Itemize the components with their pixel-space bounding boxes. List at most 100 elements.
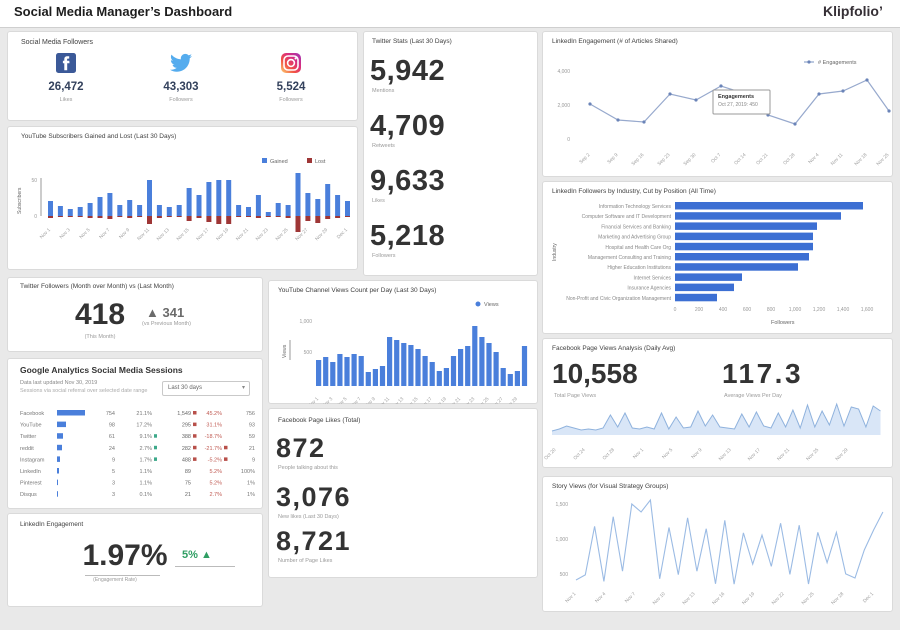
svg-text:Nov 10: Nov 10 (652, 591, 667, 606)
svg-text:Nov 4: Nov 4 (594, 591, 607, 604)
svg-text:Nov 21: Nov 21 (776, 447, 791, 462)
svg-text:Nov 3: Nov 3 (321, 396, 334, 404)
svg-text:Nov 11: Nov 11 (376, 396, 391, 404)
svg-text:Nov 17: Nov 17 (195, 227, 210, 242)
svg-text:reddit: reddit (20, 446, 34, 452)
svg-text:Oct 27, 2019: 450: Oct 27, 2019: 450 (718, 102, 758, 108)
svg-text:98: 98 (109, 423, 115, 429)
svg-text:24: 24 (109, 446, 115, 452)
svg-text:Nov 28: Nov 28 (830, 591, 845, 606)
svg-text:Nov 25: Nov 25 (875, 152, 890, 167)
svg-text:Nov 4: Nov 4 (807, 152, 820, 165)
svg-text:Nov 9: Nov 9 (364, 396, 377, 404)
svg-text:Nov 27: Nov 27 (490, 396, 505, 404)
svg-text:Nov 17: Nov 17 (747, 447, 762, 462)
svg-text:0: 0 (567, 137, 570, 143)
svg-text:31.1%: 31.1% (206, 423, 222, 429)
svg-text:Non-Profit and Civic Organizat: Non-Profit and Civic Organization Manage… (566, 296, 671, 302)
svg-text:LinkedIn: LinkedIn (20, 469, 41, 475)
svg-text:0: 0 (674, 307, 677, 313)
svg-text:Marketing and Advertising Grou: Marketing and Advertising Group (598, 235, 671, 241)
svg-text:0.1%: 0.1% (139, 492, 152, 498)
svg-text:200: 200 (695, 307, 704, 313)
svg-text:0: 0 (34, 214, 37, 220)
svg-text:9: 9 (112, 457, 115, 463)
svg-text:-5.2%: -5.2% (208, 457, 222, 463)
svg-text:Sep 30: Sep 30 (682, 152, 697, 167)
svg-text:2.7%: 2.7% (209, 492, 222, 498)
svg-text:Nov 29: Nov 29 (504, 396, 519, 404)
svg-text:Nov 5: Nov 5 (335, 396, 348, 404)
svg-text:Information Technology Service: Information Technology Services (599, 204, 672, 210)
svg-text:Engagements: Engagements (718, 94, 754, 100)
svg-text:Nov 25: Nov 25 (475, 396, 490, 404)
svg-text:93: 93 (249, 423, 255, 429)
svg-text:-21.7%: -21.7% (205, 446, 223, 452)
svg-text:YouTube: YouTube (20, 423, 42, 429)
svg-text:21.1%: 21.1% (136, 411, 152, 417)
svg-text:Disqus: Disqus (20, 492, 37, 498)
svg-text:1,600: 1,600 (861, 307, 874, 313)
svg-text:282: 282 (182, 446, 191, 452)
svg-text:Oct 28: Oct 28 (782, 152, 796, 166)
svg-text:Nov 5: Nov 5 (78, 227, 91, 240)
svg-text:Twitter: Twitter (20, 434, 36, 440)
svg-text:45.2%: 45.2% (206, 411, 222, 417)
svg-text:1.1%: 1.1% (139, 469, 152, 475)
svg-text:Subscribers: Subscribers (17, 187, 23, 214)
svg-text:17.2%: 17.2% (136, 423, 152, 429)
svg-text:Nov 13: Nov 13 (681, 591, 696, 606)
svg-text:3: 3 (112, 492, 115, 498)
svg-text:1,400: 1,400 (837, 307, 850, 313)
svg-text:Oct 7: Oct 7 (710, 152, 723, 165)
svg-text:Nov 21: Nov 21 (447, 396, 462, 404)
svg-text:Nov 1: Nov 1 (632, 447, 645, 460)
svg-text:Views: Views (484, 302, 499, 308)
svg-text:4,000: 4,000 (557, 69, 570, 75)
svg-text:756: 756 (246, 411, 255, 417)
svg-text:Nov 1: Nov 1 (307, 396, 320, 404)
svg-text:Oct 21: Oct 21 (755, 152, 769, 166)
svg-text:1%: 1% (247, 481, 255, 487)
svg-text:50: 50 (31, 178, 37, 184)
svg-text:Nov 7: Nov 7 (624, 591, 637, 604)
svg-text:Nov 23: Nov 23 (461, 396, 476, 404)
svg-text:61: 61 (109, 434, 115, 440)
svg-text:Financial Services and Banking: Financial Services and Banking (601, 224, 671, 230)
svg-text:Nov 29: Nov 29 (834, 447, 849, 462)
svg-text:Oct 20: Oct 20 (543, 447, 557, 461)
svg-text:Sep 9: Sep 9 (606, 152, 619, 165)
svg-text:Nov 16: Nov 16 (711, 591, 726, 606)
svg-text:Oct 28: Oct 28 (602, 447, 616, 461)
svg-text:Higher Education Institutions: Higher Education Institutions (607, 265, 671, 271)
svg-text:1,000: 1,000 (555, 537, 568, 543)
svg-text:754: 754 (106, 411, 115, 417)
svg-text:Internet Services: Internet Services (633, 275, 671, 281)
svg-text:Nov 23: Nov 23 (255, 227, 270, 242)
svg-text:600: 600 (743, 307, 752, 313)
svg-text:Sep 16: Sep 16 (630, 152, 645, 167)
svg-text:1,200: 1,200 (813, 307, 826, 313)
svg-text:Nov 19: Nov 19 (215, 227, 230, 242)
svg-text:Nov 5: Nov 5 (661, 447, 674, 460)
svg-text:Dec 1: Dec 1 (336, 227, 349, 240)
svg-text:Hospital and Health Care Org: Hospital and Health Care Org (605, 245, 671, 251)
svg-text:1,000: 1,000 (299, 319, 312, 325)
svg-text:Nov 11: Nov 11 (136, 227, 151, 242)
svg-text:Nov 25: Nov 25 (801, 591, 816, 606)
svg-text:2.7%: 2.7% (139, 446, 152, 452)
svg-text:Nov 7: Nov 7 (350, 396, 363, 404)
svg-text:1%: 1% (247, 492, 255, 498)
svg-text:Nov 9: Nov 9 (690, 447, 703, 460)
svg-text:3: 3 (112, 481, 115, 487)
svg-text:Facebook: Facebook (20, 411, 44, 417)
svg-text:Nov 29: Nov 29 (314, 227, 329, 242)
svg-text:Sep 23: Sep 23 (656, 152, 671, 167)
svg-text:100%: 100% (241, 469, 255, 475)
svg-text:800: 800 (767, 307, 776, 313)
svg-text:Instagram: Instagram (20, 457, 45, 463)
svg-text:Nov 25: Nov 25 (275, 227, 290, 242)
svg-text:Dec 1: Dec 1 (862, 591, 875, 604)
svg-text:Insurance Agencies: Insurance Agencies (627, 286, 671, 292)
svg-text:21: 21 (185, 492, 191, 498)
